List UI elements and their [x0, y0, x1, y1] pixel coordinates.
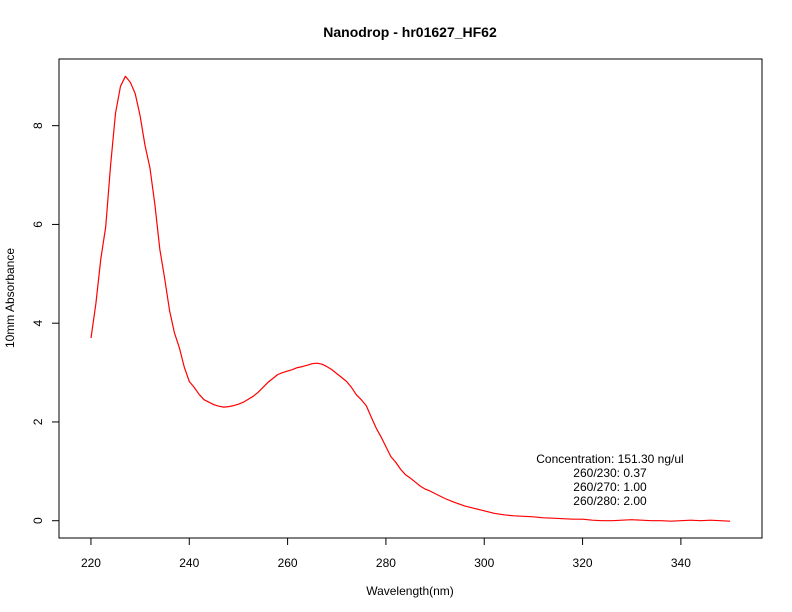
x-tick-label: 280: [376, 556, 396, 570]
annotation-line: Concentration: 151.30 ng/ul: [536, 452, 683, 466]
x-tick-label: 220: [81, 556, 101, 570]
x-axis-label: Wavelength(nm): [366, 584, 454, 598]
y-tick-label: 0: [31, 517, 45, 524]
x-axis: 220 240 260 280 300 320 340: [81, 537, 691, 570]
annotation-line: 260/280: 2.00: [573, 494, 647, 508]
y-axis: 0 2 4 6 8: [31, 122, 60, 524]
y-tick-label: 8: [31, 122, 45, 129]
x-tick-label: 340: [671, 556, 691, 570]
x-tick-label: 260: [278, 556, 298, 570]
series-layer: [90, 75, 731, 522]
y-axis-label: 10mm Absorbance: [3, 248, 17, 348]
y-tick-label: 4: [31, 320, 45, 327]
absorbance-line: [90, 75, 731, 522]
x-tick-label: 320: [573, 556, 593, 570]
x-tick-label: 300: [474, 556, 494, 570]
annotation-line: 260/270: 1.00: [573, 480, 647, 494]
y-tick-label: 2: [31, 418, 45, 425]
annotation-line: 260/230: 0.37: [573, 466, 647, 480]
x-tick-label: 240: [179, 556, 199, 570]
chart-title: Nanodrop - hr01627_HF62: [323, 24, 497, 40]
y-tick-label: 6: [31, 221, 45, 228]
